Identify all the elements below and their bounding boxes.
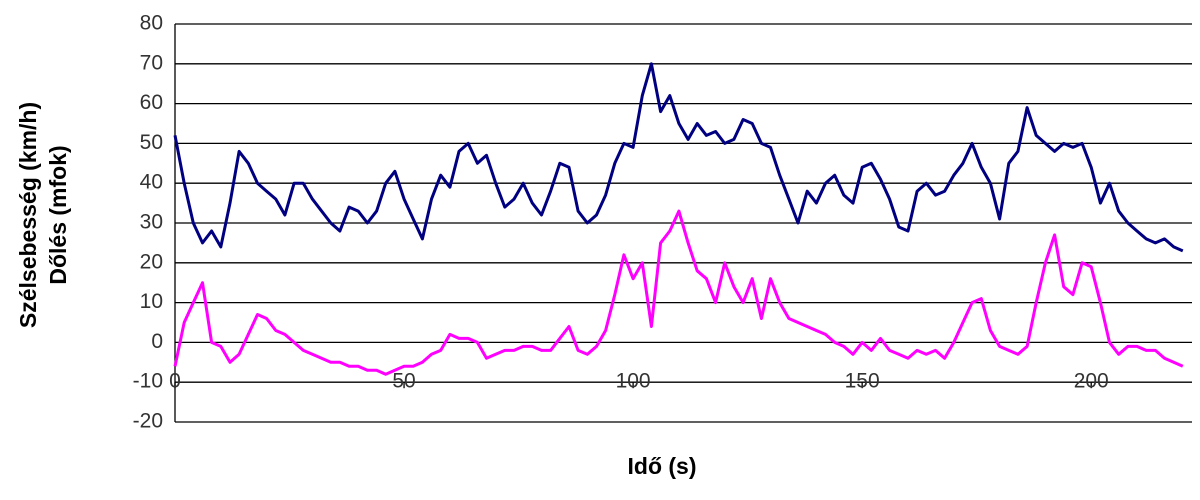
x-tick-label: 0 [169,370,181,393]
x-tick-label: 100 [616,370,651,393]
y-tick-label: 30 [140,211,163,234]
y-tick-label: 40 [140,171,163,194]
y-tick-label: 70 [140,51,163,74]
y-axis-label: Dőlés (mfok) [45,145,71,284]
data-line [173,209,1184,376]
x-axis-label: Idő (s) [628,453,697,479]
y-tick-label: -20 [133,410,163,433]
y-tick-label: 60 [140,91,163,114]
x-tick-label: 50 [392,370,415,393]
y-tick-label: 10 [140,290,163,313]
x-tick-label: 150 [845,370,880,393]
y-tick-label: -10 [133,370,163,393]
y-tick-label: 50 [140,131,163,154]
y-axis-label: Szélsebesség (km/h) [15,102,41,328]
y-tick-label: 80 [140,12,163,35]
x-tick-label: 200 [1074,370,1109,393]
y-tick-label: 20 [140,250,163,273]
y-tick-label: 0 [151,330,163,353]
data-line [173,62,1184,253]
